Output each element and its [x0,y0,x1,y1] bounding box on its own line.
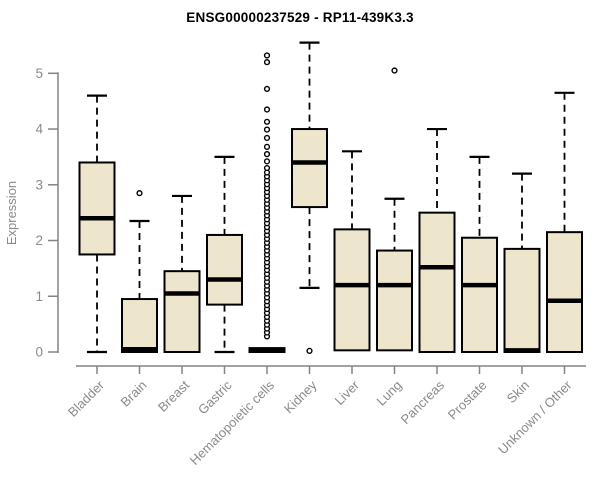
box-group-hematopoietic-cells [248,52,286,354]
y-tick-label: 2 [35,233,43,248]
box-group-skin [503,172,541,353]
y-tick-label: 1 [35,289,43,304]
box-group-pancreas [418,127,456,353]
outlier-point [263,158,271,165]
x-tick-label-breast: Breast [155,377,192,414]
outlier-point [263,59,271,66]
box-group-prostate [461,155,498,353]
outlier-point [263,151,271,158]
outlier-point [263,134,271,142]
x-tick-label-gastric: Gastric [195,377,235,417]
outlier-point [263,85,271,93]
y-axis-title: Expression [4,181,19,245]
outlier-point [136,190,143,197]
outlier-point [263,126,271,133]
y-tick-label: 5 [35,66,43,81]
iqr-box [206,233,243,306]
iqr-box [121,298,158,353]
iqr-box [418,211,456,353]
x-tick-label-unknown-other: Unknown / Other [495,377,575,457]
x-tick-label-kidney: Kidney [281,377,320,416]
box-group-gastric [206,155,243,354]
iqr-box [291,128,328,209]
iqr-box [333,228,371,352]
x-tick-label-lung: Lung [374,378,405,409]
iqr-box [503,247,541,353]
box-group-breast [163,194,201,353]
box-group-lung [376,67,413,352]
box-group-bladder [78,94,116,354]
x-tick-label-bladder: Bladder [65,377,108,420]
x-tick-label-liver: Liver [332,377,363,408]
iqr-box [461,236,498,353]
outlier-point [263,106,271,113]
x-tick-label-hematopoietic-cells: Hematopoietic cells [187,377,278,468]
x-tick-label-prostate: Prostate [445,378,490,423]
outlier-point [263,52,271,59]
box-group-brain [121,190,158,353]
iqr-box [163,270,201,353]
y-tick-label: 3 [35,177,43,192]
x-tick-label-brain: Brain [118,378,150,410]
box-group-unknown-other [546,91,583,353]
box-group-liver [333,150,371,352]
box-group-kidney [291,41,328,354]
iqr-box [376,249,413,352]
outlier-point [263,118,271,125]
y-tick-label: 4 [35,122,43,137]
x-tick-label-pancreas: Pancreas [398,377,448,427]
x-tick-label-skin: Skin [504,378,532,406]
outlier-point [391,67,398,74]
y-tick-label: 0 [35,345,43,360]
chart-title: ENSG00000237529 - RP11-439K3.3 [186,10,414,25]
iqr-box [78,161,116,256]
outlier-point [263,164,271,172]
outlier-point [306,347,313,354]
iqr-box [546,231,583,353]
outlier-point [263,143,271,150]
